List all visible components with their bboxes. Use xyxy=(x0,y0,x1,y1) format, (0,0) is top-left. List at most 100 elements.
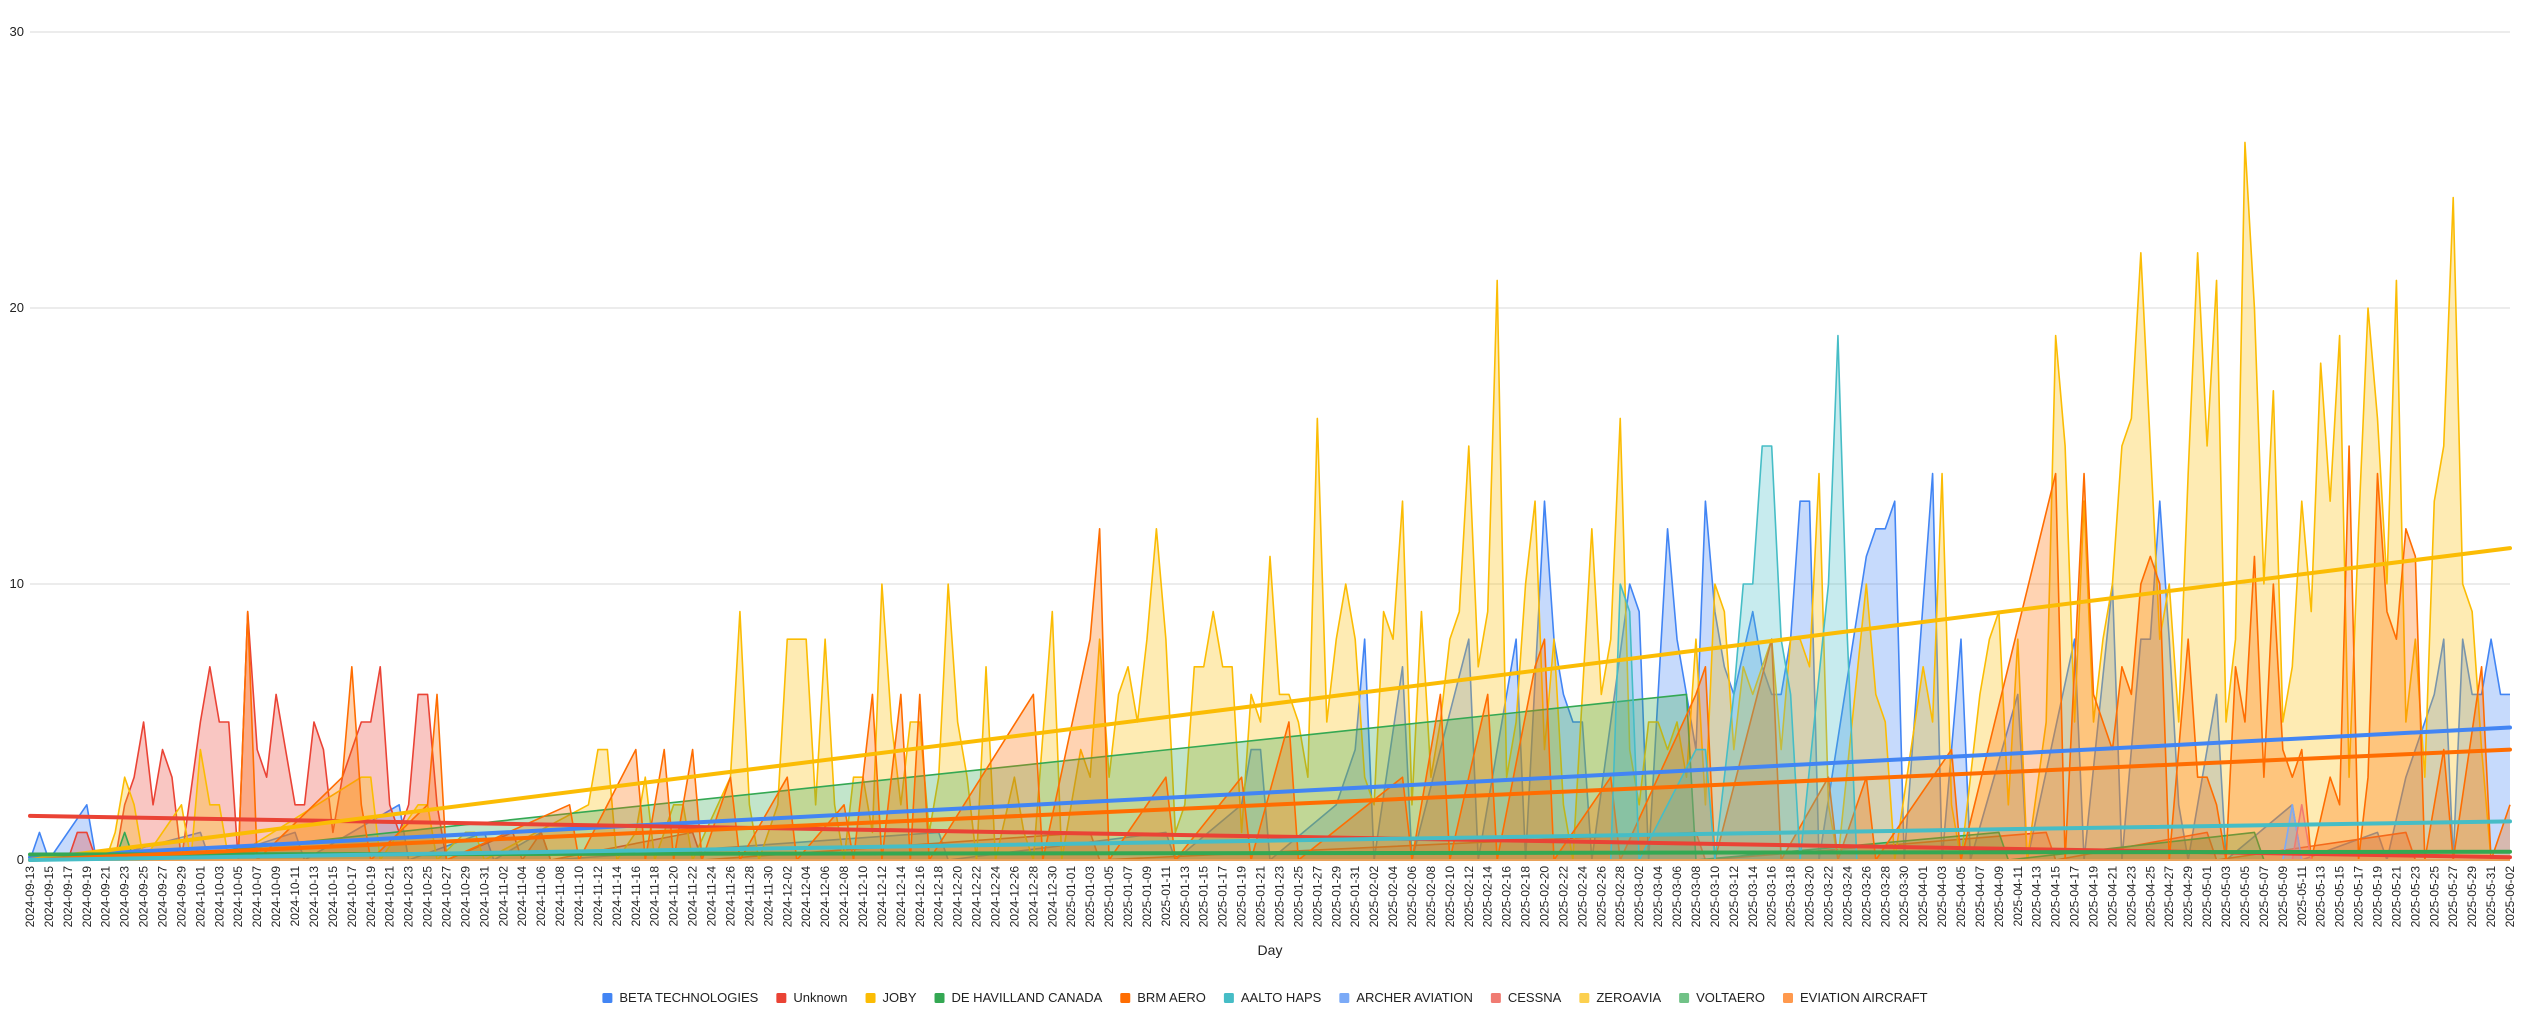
x-tick-label: 2024-11-12 xyxy=(591,866,605,927)
x-tick-label: 2024-11-08 xyxy=(553,866,567,927)
line-brm-aero xyxy=(30,445,2511,861)
x-tick-label: 2025-01-31 xyxy=(1348,866,1362,928)
x-tick-label: 2025-05-27 xyxy=(2446,866,2460,928)
legend-label: Unknown xyxy=(793,990,847,1005)
legend-item-cessna[interactable]: CESSNA xyxy=(1490,990,1562,1005)
x-tick-label: 2024-10-21 xyxy=(383,866,397,928)
trendline-aalto-haps xyxy=(28,819,2512,862)
x-tick-label: 2024-10-03 xyxy=(212,866,226,928)
legend-swatch xyxy=(1579,993,1590,1003)
x-tick-label: 2025-05-31 xyxy=(2484,866,2498,928)
x-tick-label: 2024-10-25 xyxy=(421,866,435,928)
x-tick-label: 2024-12-20 xyxy=(951,866,965,928)
x-tick-label: 2025-02-26 xyxy=(1594,866,1608,928)
x-tick-label: 2025-01-13 xyxy=(1178,866,1192,928)
y-axis: 0 10 20 30 xyxy=(10,24,24,867)
x-tick-label: 2025-02-06 xyxy=(1405,866,1419,928)
x-tick-label: 2025-01-29 xyxy=(1329,866,1343,928)
legend-item-beta-technologies[interactable]: BETA TECHNOLOGIES xyxy=(602,990,759,1005)
legend-swatch xyxy=(1120,993,1131,1003)
x-tick-label: 2025-04-29 xyxy=(2181,866,2195,928)
x-tick-label: 2025-01-03 xyxy=(1083,866,1097,928)
x-tick-label: 2025-04-17 xyxy=(2068,866,2082,928)
legend-label: ZEROAVIA xyxy=(1596,990,1661,1005)
x-tick-label: 2024-11-28 xyxy=(742,866,756,927)
x-tick-label: 2024-12-06 xyxy=(818,866,832,928)
legend-swatch xyxy=(865,993,876,1003)
x-tick-label: 2025-05-01 xyxy=(2200,866,2214,928)
x-tick-label: 2025-01-17 xyxy=(1216,866,1230,928)
x-tick-label: 2024-12-26 xyxy=(1007,866,1021,928)
x-tick-label: 2024-10-09 xyxy=(269,866,283,928)
legend-item-de-havilland-canada[interactable]: DE HAVILLAND CANADA xyxy=(934,990,1103,1005)
x-tick-label: 2025-03-08 xyxy=(1689,866,1703,928)
x-tick-label: 2025-05-15 xyxy=(2333,866,2347,928)
legend-item-aalto-haps[interactable]: AALTO HAPS xyxy=(1223,990,1322,1005)
x-tick-label: 2024-09-15 xyxy=(42,866,56,928)
x-tick-label: 2025-03-06 xyxy=(1670,866,1684,928)
legend-label: ARCHER AVIATION xyxy=(1356,990,1473,1005)
x-tick-label: 2024-10-11 xyxy=(288,866,302,927)
legend-swatch xyxy=(1339,993,1350,1003)
legend-swatch xyxy=(1490,993,1501,1003)
x-tick-label: 2024-11-24 xyxy=(705,866,719,927)
x-tick-label: 2025-02-02 xyxy=(1367,866,1381,928)
x-tick-label: 2024-10-23 xyxy=(402,866,416,928)
x-tick-label: 2024-12-28 xyxy=(1026,866,1040,928)
x-tick-label: 2024-11-26 xyxy=(723,866,737,927)
legend-item-eviation-aircraft[interactable]: EVIATION AIRCRAFT xyxy=(1783,990,1928,1005)
legend-swatch xyxy=(1783,993,1793,1003)
x-tick-label: 2024-10-15 xyxy=(326,866,340,928)
x-tick-label: 2025-03-04 xyxy=(1651,866,1665,928)
x-tick-label: 2025-02-14 xyxy=(1481,866,1495,928)
legend-label: EVIATION AIRCRAFT xyxy=(1800,990,1928,1005)
legend-item-joby[interactable]: JOBY xyxy=(865,990,917,1005)
x-axis: 2024-09-13 2024-09-15 2024-09-17 2024-09-19… xyxy=(23,866,2517,928)
x-tick-label: 2025-02-16 xyxy=(1500,866,1514,928)
x-tick-label: 2025-05-05 xyxy=(2238,866,2252,928)
x-tick-label: 2024-09-21 xyxy=(99,866,113,928)
x-tick-label: 2024-09-19 xyxy=(80,866,94,928)
x-tick-label: 2025-05-29 xyxy=(2465,866,2479,928)
x-tick-label: 2024-09-27 xyxy=(156,866,170,928)
legend[interactable]: BETA TECHNOLOGIES Unknown JOBY DE HAVILLAND… xyxy=(602,990,1928,1005)
x-tick-label: 2025-05-03 xyxy=(2219,866,2233,928)
x-tick-label: 2025-01-21 xyxy=(1254,866,1268,928)
x-tick-label: 2024-10-07 xyxy=(250,866,264,928)
x-tick-label: 2025-01-25 xyxy=(1291,866,1305,928)
x-tick-label: 2024-11-02 xyxy=(496,866,510,927)
x-tick-label: 2024-11-14 xyxy=(610,866,624,927)
x-tick-label: 2025-04-01 xyxy=(1916,866,1930,928)
x-tick-label: 2025-05-19 xyxy=(2370,866,2384,928)
legend-label: BRM AERO xyxy=(1137,990,1206,1005)
x-tick-label: 2025-03-20 xyxy=(1803,866,1817,928)
x-tick-label: 2025-03-10 xyxy=(1708,866,1722,928)
x-tick-label: 2024-10-17 xyxy=(345,866,359,928)
x-tick-label: 2025-03-28 xyxy=(1878,866,1892,928)
legend-item-unknown[interactable]: Unknown xyxy=(776,990,848,1005)
legend-item-zeroavia[interactable]: ZEROAVIA xyxy=(1579,990,1661,1005)
x-tick-label: 2025-03-16 xyxy=(1765,866,1779,928)
x-tick-label: 2024-11-20 xyxy=(667,866,681,927)
x-tick-label: 2025-04-03 xyxy=(1935,866,1949,928)
x-tick-label: 2025-03-26 xyxy=(1859,866,1873,928)
legend-item-archer-aviation[interactable]: ARCHER AVIATION xyxy=(1339,990,1473,1005)
legend-item-brm-aero[interactable]: BRM AERO xyxy=(1120,990,1206,1005)
legend-item-voltaero[interactable]: VOLTAERO xyxy=(1679,990,1765,1005)
x-tick-label: 2025-01-05 xyxy=(1102,866,1116,928)
x-tick-label: 2025-05-13 xyxy=(2314,866,2328,928)
x-tick-label: 2025-06-02 xyxy=(2503,866,2517,928)
x-tick-label: 2025-05-07 xyxy=(2257,866,2271,928)
x-tick-label: 2024-12-10 xyxy=(856,866,870,928)
area-beta-technologies xyxy=(30,473,2510,860)
x-tick-label: 2025-04-27 xyxy=(2162,866,2176,928)
x-tick-label: 2024-12-02 xyxy=(780,866,794,928)
x-tick-label: 2024-09-25 xyxy=(137,866,151,928)
legend-label: BETA TECHNOLOGIES xyxy=(619,990,758,1005)
x-tick-label: 2025-02-12 xyxy=(1462,866,1476,928)
x-tick-label: 2025-04-25 xyxy=(2143,866,2157,928)
x-tick-label: 2024-10-05 xyxy=(231,866,245,928)
x-tick-label: 2024-11-16 xyxy=(629,866,643,927)
x-tick-label: 2025-04-11 xyxy=(2011,866,2025,927)
